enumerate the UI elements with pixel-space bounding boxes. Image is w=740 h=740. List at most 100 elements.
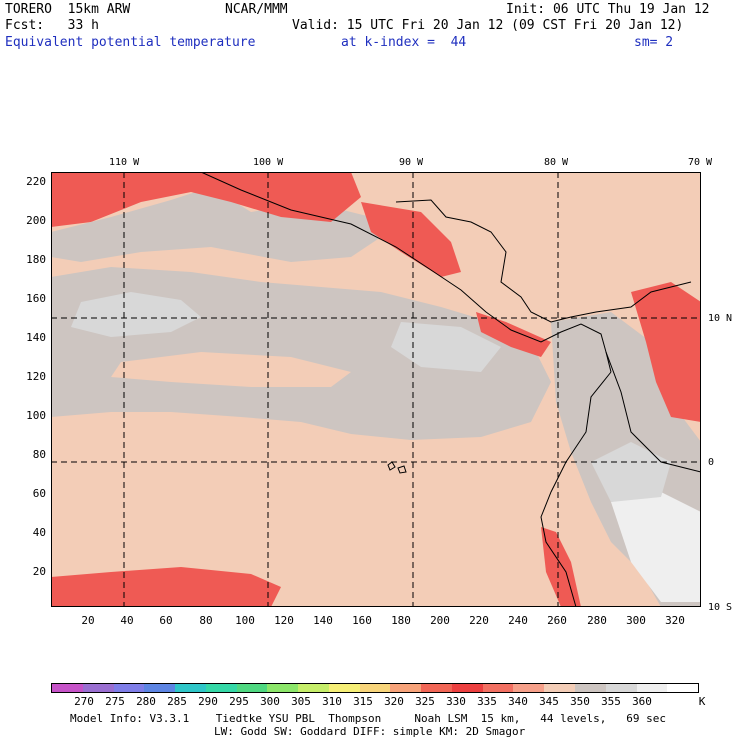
map-panel	[51, 172, 701, 607]
warm-band-peru	[541, 527, 581, 607]
lat-label: 10 N	[708, 313, 733, 324]
y-tick-label: 120	[26, 370, 46, 383]
colorbar	[51, 683, 699, 693]
warm-band-guatemala	[361, 202, 461, 277]
equivalent-potential-temperature-field	[51, 172, 701, 607]
institution: NCAR/MMM	[225, 2, 288, 17]
colorbar-swatch	[267, 684, 299, 692]
colorbar-label: 290	[198, 695, 218, 708]
colorbar-label: 345	[539, 695, 559, 708]
x-tick-label: 40	[120, 614, 134, 627]
colorbar-swatch	[328, 684, 360, 692]
y-tick-label: 60	[32, 487, 46, 500]
colorbar-label: 295	[229, 695, 249, 708]
init-time: Init: 06 UTC Thu 19 Jan 12	[506, 2, 710, 17]
colorbar-label: 300	[260, 695, 280, 708]
colorbar-label: 325	[415, 695, 435, 708]
y-tick-label: 80	[32, 448, 46, 461]
x-tick-label: 60	[159, 614, 173, 627]
colorbar-swatch	[513, 684, 545, 692]
grey-patch-light	[71, 292, 201, 337]
colorbar-swatch	[482, 684, 514, 692]
colorbar-swatch	[144, 684, 176, 692]
model-name: TORERO 15km ARW	[5, 2, 131, 17]
y-tick-label: 160	[26, 292, 46, 305]
colorbar-swatch	[175, 684, 206, 692]
coastline-south-america	[540, 371, 612, 607]
colorbar-label: 360	[632, 695, 652, 708]
lat-label: 10 S	[708, 602, 733, 613]
galapagos-islands	[387, 461, 407, 474]
colorbar-swatch	[52, 684, 83, 692]
x-tick-label: 260	[547, 614, 567, 627]
salmon-tongue	[111, 352, 351, 387]
colorbar-label: 350	[570, 695, 590, 708]
colorbar-label: 270	[74, 695, 94, 708]
x-tick-label: 320	[665, 614, 685, 627]
smoothing-label: sm= 2	[634, 35, 674, 50]
border-andes	[605, 351, 701, 473]
colorbar-swatch	[667, 684, 699, 692]
colorbar-swatch	[636, 684, 668, 692]
colorbar-swatch	[575, 684, 606, 692]
colorbar-label: 285	[167, 695, 187, 708]
colorbar-label: 340	[508, 695, 528, 708]
colorbar-label: 355	[601, 695, 621, 708]
x-tick-label: 280	[587, 614, 607, 627]
warm-band-southwest	[51, 567, 281, 607]
colorbar-unit: K	[698, 695, 706, 708]
y-tick-label: 200	[26, 214, 46, 227]
valid-time: Valid: 15 UTC Fri 20 Jan 12 (09 CST Fri …	[292, 18, 684, 33]
colorbar-swatch	[236, 684, 268, 692]
x-tick-label: 120	[274, 614, 294, 627]
model-info-line1: Model Info: V3.3.1 Tiedtke YSU PBL Thomp…	[70, 712, 667, 725]
lon-label: 80 W	[544, 157, 569, 168]
coastline-central-america	[200, 172, 612, 373]
x-tick-label: 200	[430, 614, 450, 627]
y-tick-label: 220	[26, 175, 46, 188]
south-america-light	[611, 492, 701, 602]
y-tick-label: 100	[26, 409, 46, 422]
coastline-caribbean	[395, 199, 692, 323]
colorbar-swatch	[82, 684, 114, 692]
grey-patch-light-2	[391, 322, 501, 372]
colorbar-label: 320	[384, 695, 404, 708]
model-info-line2: LW: Godd SW: Goddard DIFF: simple KM: 2D…	[214, 725, 526, 738]
colorbar-label: 310	[322, 695, 342, 708]
colorbar-swatch	[298, 684, 329, 692]
x-tick-label: 160	[352, 614, 372, 627]
lon-label: 70 W	[688, 157, 713, 168]
colorbar-label: 315	[353, 695, 373, 708]
x-tick-label: 180	[391, 614, 411, 627]
colorbar-swatch	[113, 684, 145, 692]
warm-band-mexico	[181, 172, 361, 222]
x-tick-label: 80	[199, 614, 213, 627]
colorbar-label: 280	[136, 695, 156, 708]
y-tick-label: 140	[26, 331, 46, 344]
colorbar-swatch	[605, 684, 637, 692]
colorbar-swatch	[451, 684, 483, 692]
warm-band-colombia	[631, 282, 701, 422]
y-tick-label: 40	[32, 526, 46, 539]
lat-label: 0	[708, 457, 715, 468]
y-tick-label: 180	[26, 253, 46, 266]
x-tick-label: 220	[469, 614, 489, 627]
colorbar-label: 305	[291, 695, 311, 708]
south-america-silver	[591, 442, 671, 502]
lon-label: 90 W	[399, 157, 424, 168]
field-title: Equivalent potential temperature	[5, 35, 256, 50]
y-tick-label: 20	[32, 565, 46, 578]
x-tick-label: 100	[235, 614, 255, 627]
lon-label: 110 W	[109, 157, 140, 168]
colorbar-swatch	[359, 684, 391, 692]
colorbar-swatch	[390, 684, 422, 692]
x-tick-label: 300	[626, 614, 646, 627]
warm-band-northwest	[51, 172, 201, 227]
x-tick-label: 240	[508, 614, 528, 627]
colorbar-swatch	[205, 684, 237, 692]
colorbar-label: 330	[446, 695, 466, 708]
level-label: at k-index = 44	[341, 35, 467, 50]
lon-label: 100 W	[253, 157, 284, 168]
map-frame	[51, 172, 701, 607]
colorbar-label: 275	[105, 695, 125, 708]
